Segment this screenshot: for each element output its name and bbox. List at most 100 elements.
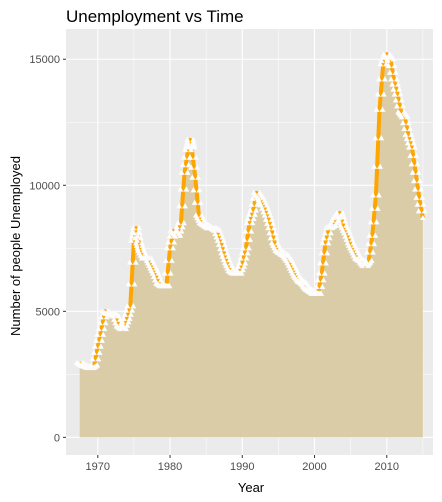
data-point-marker [237,255,244,261]
data-point-marker [118,322,125,328]
data-point-marker [192,154,199,160]
data-point-marker [191,144,198,150]
data-point-marker [268,216,275,222]
data-point-marker [244,249,251,256]
y-tick-label: 0 [54,432,60,444]
data-point-marker [380,91,387,97]
data-point-marker [166,282,173,289]
data-point-marker [124,322,131,328]
data-point-marker [90,349,97,356]
data-point-marker [411,144,419,150]
data-point-marker [126,315,133,322]
data-point-marker [248,201,255,207]
data-point-marker [414,201,421,207]
data-point-marker [167,270,174,276]
data-point-marker [249,219,256,226]
x-axis: 1970 1980 1990 2000 2010 [86,455,399,473]
y-axis: 0 5000 10000 15000 [29,54,66,444]
data-point-marker [413,152,420,159]
data-point-marker [248,228,255,234]
data-point-marker [262,216,269,222]
data-point-marker [243,255,250,261]
data-point-marker [378,134,385,141]
data-point-marker [385,62,392,69]
data-point-marker [261,212,268,218]
data-point-marker [245,211,252,217]
data-point-marker [94,362,101,368]
data-point-marker [162,257,169,264]
data-point-marker [121,311,128,317]
data-point-marker [324,249,331,256]
data-point-marker [375,76,382,82]
data-point-marker [321,229,328,236]
data-point-marker [327,229,334,236]
data-point-marker [253,207,260,213]
data-point-marker [326,234,333,241]
data-point-marker [369,192,376,198]
data-point-marker [241,263,248,269]
data-point-marker [188,164,195,170]
data-point-marker [216,245,224,252]
data-point-marker [176,202,183,209]
data-point-marker [131,281,138,287]
data-point-marker [131,234,139,241]
data-point-marker [91,343,98,349]
data-point-marker [373,106,380,112]
data-point-marker [195,174,202,180]
data-point-marker [267,234,274,241]
data-point-marker [271,224,278,231]
data-point-marker [267,212,274,218]
data-point-marker [399,102,407,109]
data-point-marker [414,160,421,167]
data-point-marker [215,241,222,248]
data-point-marker [392,69,399,75]
data-point-marker [375,192,382,198]
data-point-marker [127,311,134,317]
data-point-marker [263,220,271,227]
data-point-marker [194,164,201,170]
data-point-marker [363,249,370,255]
data-point-marker [97,313,104,320]
data-point-marker [100,331,107,337]
data-point-marker [266,229,273,236]
data-point-marker [95,325,102,332]
data-point-marker [396,86,403,92]
data-point-marker [191,199,198,206]
data-point-marker [179,161,186,168]
data-point-marker [378,57,385,64]
data-point-marker [398,97,405,103]
x-tick-label: 2000 [302,461,326,473]
data-point-marker [409,135,416,142]
data-point-marker [372,232,379,238]
plot-area [73,50,428,438]
data-point-marker [415,207,422,214]
data-point-marker [273,234,280,241]
data-point-marker [232,270,239,276]
data-point-marker [389,81,396,87]
data-point-marker [407,125,414,132]
data-point-marker [183,186,190,192]
data-point-marker [316,260,323,266]
data-point-marker [189,174,196,180]
data-point-marker [163,244,171,251]
data-point-marker [180,219,187,226]
data-point-marker [318,249,325,256]
data-point-marker [222,245,230,252]
data-point-marker [408,160,415,167]
data-point-marker [391,62,398,69]
data-point-marker [161,270,168,276]
data-point-marker [178,228,185,234]
data-point-marker [369,249,376,255]
data-point-marker [160,282,167,289]
x-tick-label: 2010 [375,461,399,473]
data-point-marker [168,257,175,264]
data-point-marker [401,125,408,132]
data-point-marker [405,144,413,150]
data-point-marker [418,186,425,192]
data-point-marker [169,244,177,251]
data-point-marker [420,215,426,221]
data-point-marker [416,177,423,184]
data-point-marker [368,257,375,264]
data-point-marker [318,290,325,296]
data-point-marker [408,131,415,138]
